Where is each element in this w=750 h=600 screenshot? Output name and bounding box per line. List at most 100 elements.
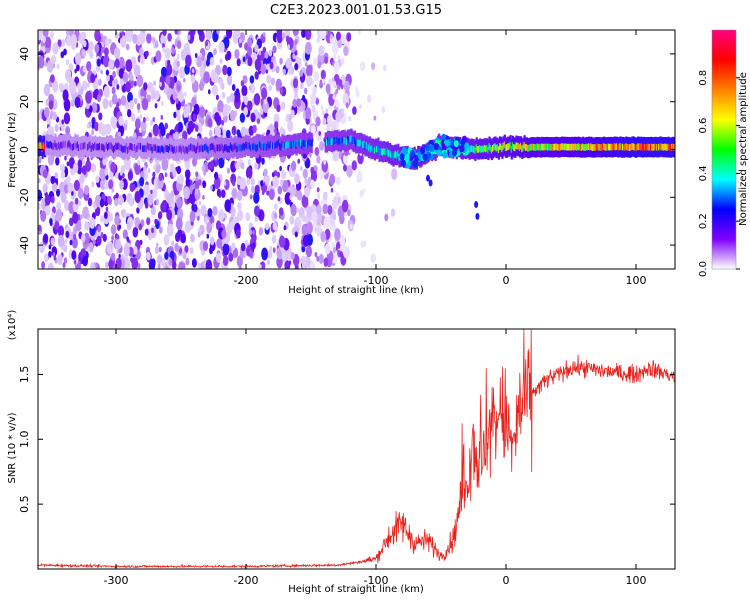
heatmap-cell [279, 57, 283, 65]
heatmap-cell [305, 141, 309, 149]
heatmap-cell [116, 84, 120, 90]
heatmap-cell [221, 189, 226, 198]
x-tick-label: -100 [364, 274, 389, 287]
heatmap-cell [290, 186, 296, 196]
heatmap-cell [280, 143, 283, 151]
heatmap-cell [108, 59, 115, 70]
heatmap-cell [252, 230, 255, 235]
heatmap-cell [331, 120, 337, 131]
heatmap-cell [523, 141, 526, 149]
heatmap-cell [665, 143, 668, 151]
heatmap-cell [82, 66, 87, 73]
heatmap-cell [157, 145, 160, 153]
heatmap-cell [116, 234, 120, 241]
heatmap-cell [641, 144, 644, 151]
heatmap-cell [110, 115, 117, 129]
heatmap-cell [254, 215, 258, 222]
heatmap-cell [194, 188, 198, 195]
heatmap-cell [191, 258, 197, 268]
heatmap-cell [184, 245, 189, 254]
heatmap-cell [38, 30, 43, 41]
heatmap-cell [196, 56, 202, 68]
heatmap-cell [235, 162, 240, 171]
heatmap-cell [516, 142, 519, 150]
heatmap-cell [295, 142, 298, 149]
heatmap-cell [656, 143, 660, 151]
heatmap-cell [62, 89, 69, 102]
heatmap-cell [143, 145, 146, 153]
heatmap-cell [299, 82, 304, 90]
x-tick-label: -100 [364, 574, 389, 587]
heatmap-cell [270, 142, 273, 150]
heatmap-cell [340, 57, 345, 65]
heatmap-cell [166, 223, 174, 237]
heatmap-cell [171, 261, 177, 269]
heatmap-cell [236, 255, 243, 268]
heatmap-cell [247, 56, 253, 67]
heatmap-cell [203, 170, 207, 176]
colorbar-tick-label: 0.4 [698, 165, 709, 181]
heatmap-cell [185, 46, 191, 57]
heatmap-cell [94, 43, 100, 54]
heatmap-cell [517, 142, 520, 150]
heatmap-cell [259, 141, 262, 149]
heatmap-cell [292, 30, 299, 37]
heatmap-cell [88, 142, 91, 149]
heatmap-cell [559, 143, 562, 151]
heatmap-cell [49, 218, 53, 225]
heatmap-cell [44, 61, 47, 67]
heatmap-cell [125, 119, 128, 125]
heatmap-cell [142, 145, 145, 152]
heatmap-cell [190, 30, 196, 37]
heatmap-cell [390, 208, 396, 217]
heatmap-cell [146, 142, 149, 150]
heatmap-cell [304, 177, 308, 184]
heatmap-cell [318, 131, 322, 136]
heatmap-cell [194, 124, 199, 132]
heatmap-cell [282, 68, 286, 76]
heatmap-cell [72, 162, 79, 173]
heatmap-cell [289, 215, 295, 225]
heatmap-cell [61, 119, 65, 125]
snr-line [38, 329, 675, 569]
heatmap-cell [276, 255, 283, 269]
heatmap-cell [506, 144, 509, 151]
heatmap-cell [182, 251, 187, 260]
heatmap-cell [223, 181, 227, 186]
heatmap-cell [277, 196, 281, 202]
heatmap-cell [337, 39, 342, 49]
heatmap-cell [154, 41, 159, 48]
heatmap-cell [558, 143, 561, 151]
heatmap-cell [332, 80, 337, 88]
heatmap-cell [54, 220, 60, 231]
heatmap-cell [384, 148, 387, 156]
heatmap-cell [551, 143, 554, 151]
heatmap-cell [57, 234, 65, 248]
heatmap-cell [219, 58, 223, 64]
heatmap-cell [202, 180, 207, 189]
heatmap-cell [156, 254, 163, 265]
heatmap-cell [139, 114, 143, 120]
heatmap-cell [71, 237, 78, 249]
heatmap-cell [39, 46, 43, 52]
heatmap-cell [162, 30, 167, 37]
heatmap-cell [642, 143, 646, 151]
heatmap-cell [332, 41, 339, 55]
heatmap-cell [280, 101, 286, 110]
heatmap-cell [290, 203, 297, 217]
heatmap-cell [169, 143, 172, 151]
heatmap-cell [119, 144, 123, 151]
heatmap-cell [197, 231, 201, 238]
heatmap-cell [81, 142, 84, 150]
heatmap-cell [183, 78, 186, 83]
heatmap-cell [189, 247, 194, 255]
heatmap-cell [185, 221, 189, 227]
heatmap-cell [337, 55, 341, 61]
heatmap-cell [232, 145, 235, 152]
heatmap-cell [95, 143, 98, 151]
heatmap-cell [335, 111, 342, 123]
heatmap-cell [153, 144, 156, 151]
heatmap-cell [265, 222, 270, 231]
heatmap-cell [61, 142, 64, 150]
heatmap-cell [133, 144, 137, 151]
